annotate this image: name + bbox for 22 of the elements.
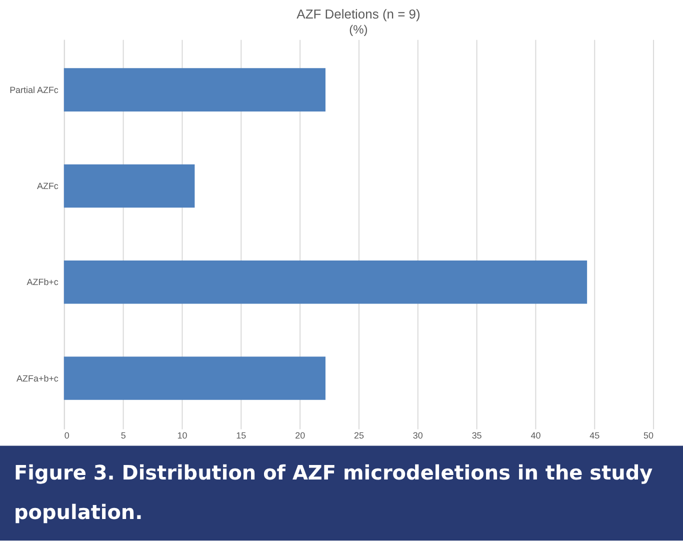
bar [64,260,588,304]
x-tick-label: 10 [177,430,188,440]
x-tick-label: 50 [644,430,654,440]
chart-title: AZF Deletions (n = 9) [296,6,420,22]
caption: Figure 3. Distribution of AZF microdeletions in the study population. [14,460,653,524]
bar [64,356,326,400]
x-tick-label: 30 [412,430,423,440]
x-tick-label: 45 [590,430,600,440]
y-tick-label: AZFa+b+c [16,373,59,384]
bar [64,164,195,208]
x-tick-label: 0 [64,430,70,440]
bar [64,68,326,112]
y-tick-label: AZFb+c [26,277,59,288]
y-tick-label: AZFc [36,180,59,191]
x-tick-label: 25 [354,430,364,440]
x-tick-label: 40 [530,430,541,440]
x-tick-label: 15 [236,430,246,440]
y-tick-label: Partial AZFc [10,84,59,95]
chart-subtitle: (%) [349,22,368,36]
x-tick-label: 35 [472,430,482,440]
x-tick-label: 20 [295,430,306,440]
x-tick-label: 5 [120,430,126,440]
